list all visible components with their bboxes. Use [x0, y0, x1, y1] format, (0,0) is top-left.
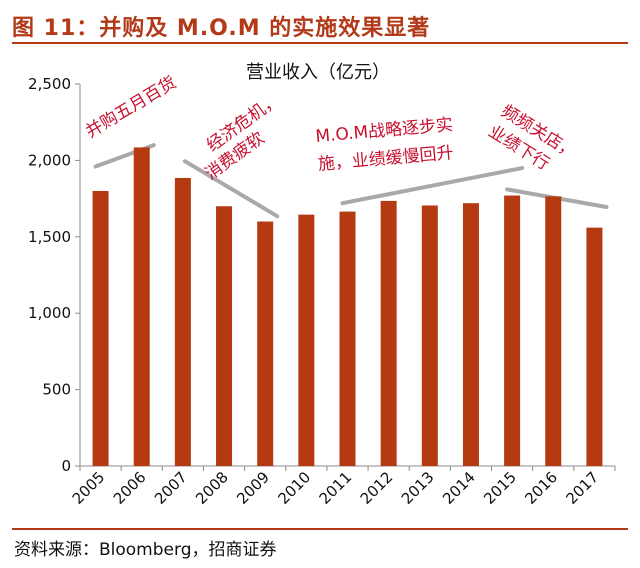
x-tick-label: 2007	[151, 468, 191, 508]
source-divider	[12, 528, 628, 530]
bar-2012	[380, 200, 397, 466]
chart-title: 营业收入（亿元）	[246, 62, 390, 83]
bars	[92, 147, 603, 467]
revenue-bar-chart: 0 500 1,000 1,500 2,000 2,500 2005 2006 2007 2008…	[28, 62, 616, 508]
annotation-line: 并购五月百货	[82, 73, 180, 143]
figure-title: 图 11：并购及 M.O.M 的实施效果显著	[12, 16, 431, 41]
annotation-merger: 并购五月百货	[82, 73, 180, 143]
bar-2011	[339, 211, 356, 466]
bar-2007	[174, 177, 191, 467]
x-tick-label: 2006	[110, 468, 150, 508]
x-tick-label: 2014	[439, 468, 479, 508]
annotation-mom: M.O.M战略逐步实施，业绩缓慢回升	[315, 115, 457, 175]
bar-2005	[92, 190, 109, 466]
bar-2014	[462, 203, 479, 466]
y-tick-label: 500	[42, 381, 71, 399]
annotation-crisis: 经济危机，消费疲软	[189, 90, 297, 185]
bar-2010	[298, 214, 315, 466]
title-divider	[12, 42, 628, 44]
trend-line	[182, 159, 280, 219]
source-note: 资料来源：Bloomberg，招商证券	[14, 540, 277, 560]
bar-2015	[504, 195, 521, 466]
trend-line	[340, 166, 525, 206]
y-tick-label: 2,000	[28, 151, 71, 169]
figure-header: 图 11：并购及 M.O.M 的实施效果显著	[12, 6, 628, 44]
x-tick-label: 2013	[398, 468, 438, 508]
bar-2016	[545, 196, 562, 467]
bar-2013	[421, 205, 438, 466]
x-tick-label: 2017	[563, 468, 603, 508]
x-tick-label: 2008	[192, 468, 232, 508]
y-tick-label: 1,500	[28, 228, 71, 246]
bar-2008	[216, 206, 233, 467]
x-tick-label: 2015	[480, 468, 520, 508]
x-tick-label: 2009	[233, 468, 273, 508]
annotations: 并购五月百货 经济危机，消费疲软 M.O.M战略逐步实施，业绩缓慢回升 频频关店，业绩…	[82, 73, 580, 185]
y-tick-label: 1,000	[28, 304, 71, 322]
x-tick-label: 2012	[357, 468, 397, 508]
x-tick-label: 2005	[69, 468, 109, 508]
bar-2017	[586, 227, 603, 466]
bar-2006	[133, 147, 150, 467]
x-tick-label: 2016	[521, 468, 561, 508]
bar-2009	[257, 221, 274, 466]
annotation-line: M.O.M战略逐步实	[315, 115, 454, 147]
x-tick-label: 2011	[316, 468, 356, 508]
y-tick-label: 2,500	[28, 75, 71, 93]
annotation-line: 施，业绩缓慢回升	[317, 142, 454, 175]
y-tick-label: 0	[61, 457, 71, 475]
x-tick-label: 2010	[274, 468, 314, 508]
